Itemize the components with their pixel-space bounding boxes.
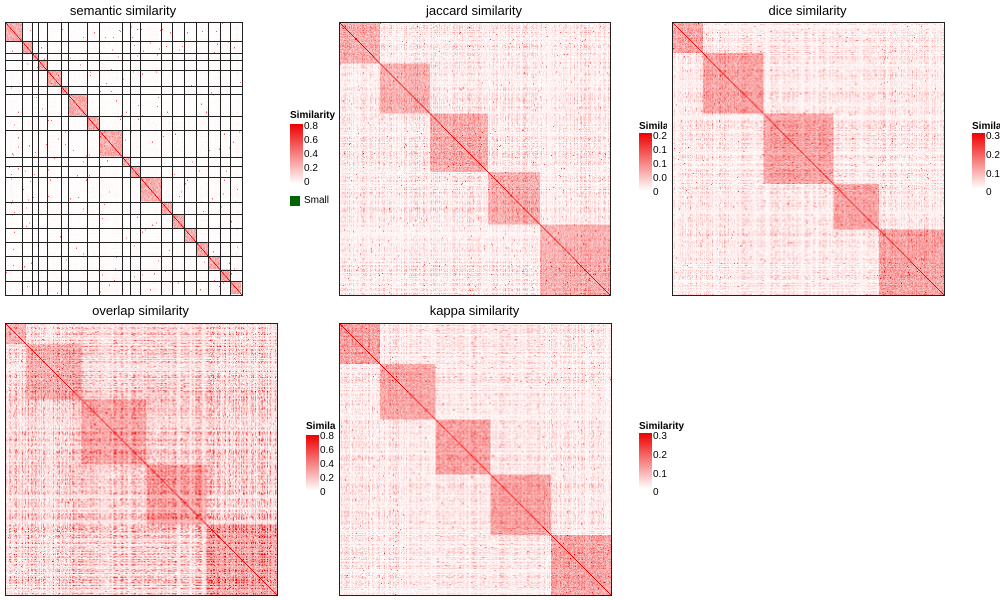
block-boundary-line: [68, 23, 69, 295]
block-boundary-line: [6, 52, 242, 54]
small-cluster-swatch: [290, 196, 300, 206]
semantic-heatmap: [5, 22, 243, 296]
legend-tick: 0.3: [986, 131, 1000, 142]
block-boundary-line: [6, 269, 242, 271]
block-boundary-line: [6, 165, 242, 167]
block-boundary-line: [172, 23, 173, 295]
block-boundary-line: [6, 70, 242, 72]
semantic-legend: Similarity 0.8 0.6 0.4 0.2 0 Small: [290, 110, 335, 210]
block-boundary-line: [6, 214, 242, 216]
legend-tick: 0: [304, 177, 310, 188]
jaccard-heatmap: [339, 22, 611, 296]
semantic-block-grid: [6, 23, 242, 295]
block-boundary-line: [122, 23, 123, 295]
legend-tick: 0: [986, 187, 992, 198]
block-boundary-line: [32, 23, 33, 295]
block-boundary-line: [220, 23, 221, 295]
overlap-legend-title: Similarity: [306, 421, 336, 432]
legend-tick: 0.2: [653, 131, 667, 142]
block-boundary-line: [6, 59, 242, 61]
legend-tick: 0.8: [320, 431, 334, 442]
block-boundary-line: [6, 201, 242, 203]
block-boundary-line: [6, 177, 242, 179]
legend-tick: 0.1: [653, 469, 667, 480]
legend-tick: 0.6: [304, 135, 318, 146]
kappa-legend: Similarity 0.3 0.2 0.1 0: [639, 421, 699, 501]
block-boundary-line: [6, 41, 242, 43]
semantic-legend-colorbar: [290, 124, 303, 184]
overlap-legend-colorbar: [306, 435, 319, 491]
dice-panel-title: dice similarity: [768, 3, 847, 18]
overlap-panel-title: overlap similarity: [92, 303, 189, 318]
block-boundary-line: [6, 281, 242, 283]
legend-tick: 0.6: [320, 445, 334, 456]
block-boundary-line: [38, 23, 39, 295]
legend-tick: 0.1: [986, 169, 1000, 180]
block-boundary-line: [196, 23, 197, 295]
block-boundary-line: [61, 23, 62, 295]
block-boundary-line: [87, 23, 88, 295]
block-boundary-line: [6, 94, 242, 96]
overlap-legend: Similarity 0.8 0.6 0.4 0.2 0: [306, 421, 336, 501]
legend-tick: 0.3: [653, 431, 667, 442]
dice-legend-colorbar: [972, 133, 985, 189]
overlap-heatmap: [5, 323, 278, 596]
dice-legend: Similarity 0.3 0.2 0.1 0: [972, 121, 1000, 201]
legend-tick: 0.2: [986, 150, 1000, 161]
block-boundary-line: [6, 241, 242, 243]
block-boundary-line: [161, 23, 162, 295]
block-boundary-line: [6, 130, 242, 132]
block-boundary-line: [230, 23, 231, 295]
kappa-legend-title: Similarity: [639, 421, 685, 432]
dice-heatmap: [672, 22, 945, 296]
jaccard-legend-title: Similarity: [639, 121, 667, 132]
jaccard-panel-title: jaccard similarity: [425, 3, 523, 18]
block-boundary-line: [130, 23, 131, 295]
dice-legend-title: Similarity: [972, 121, 1000, 132]
block-boundary-line: [6, 228, 242, 230]
legend-tick: 0.2: [304, 163, 318, 174]
kappa-legend-colorbar: [639, 433, 652, 489]
semantic-panel-title: semantic similarity: [69, 3, 177, 18]
legend-tick: 0.1: [653, 159, 667, 170]
small-cluster-label: Small: [304, 195, 330, 206]
block-boundary-line: [99, 23, 100, 295]
block-boundary-line: [6, 156, 242, 158]
legend-tick: 0: [320, 487, 326, 498]
kappa-heatmap: [339, 323, 612, 596]
legend-tick: 0.1: [653, 145, 667, 156]
legend-tick: 0.4: [320, 459, 334, 470]
jaccard-legend: Similarity 0.2 0.1 0.1 0.0 0: [639, 121, 667, 201]
block-boundary-line: [6, 116, 242, 118]
block-boundary-line: [6, 86, 242, 88]
block-boundary-line: [6, 255, 242, 257]
block-boundary-line: [22, 23, 23, 295]
block-boundary-line: [208, 23, 209, 295]
legend-tick: 0: [653, 487, 659, 498]
block-boundary-line: [184, 23, 185, 295]
legend-tick: 0: [653, 187, 659, 198]
legend-tick: 0.4: [304, 149, 318, 160]
jaccard-legend-colorbar: [639, 133, 652, 191]
kappa-panel-title: kappa similarity: [429, 303, 520, 318]
legend-tick: 0.2: [653, 450, 667, 461]
legend-tick: 0.0: [653, 173, 667, 184]
block-boundary-line: [47, 23, 48, 295]
legend-tick: 0.8: [304, 121, 318, 132]
legend-tick: 0.2: [320, 473, 334, 484]
block-boundary-line: [140, 23, 141, 295]
semantic-legend-title: Similarity: [290, 110, 335, 121]
